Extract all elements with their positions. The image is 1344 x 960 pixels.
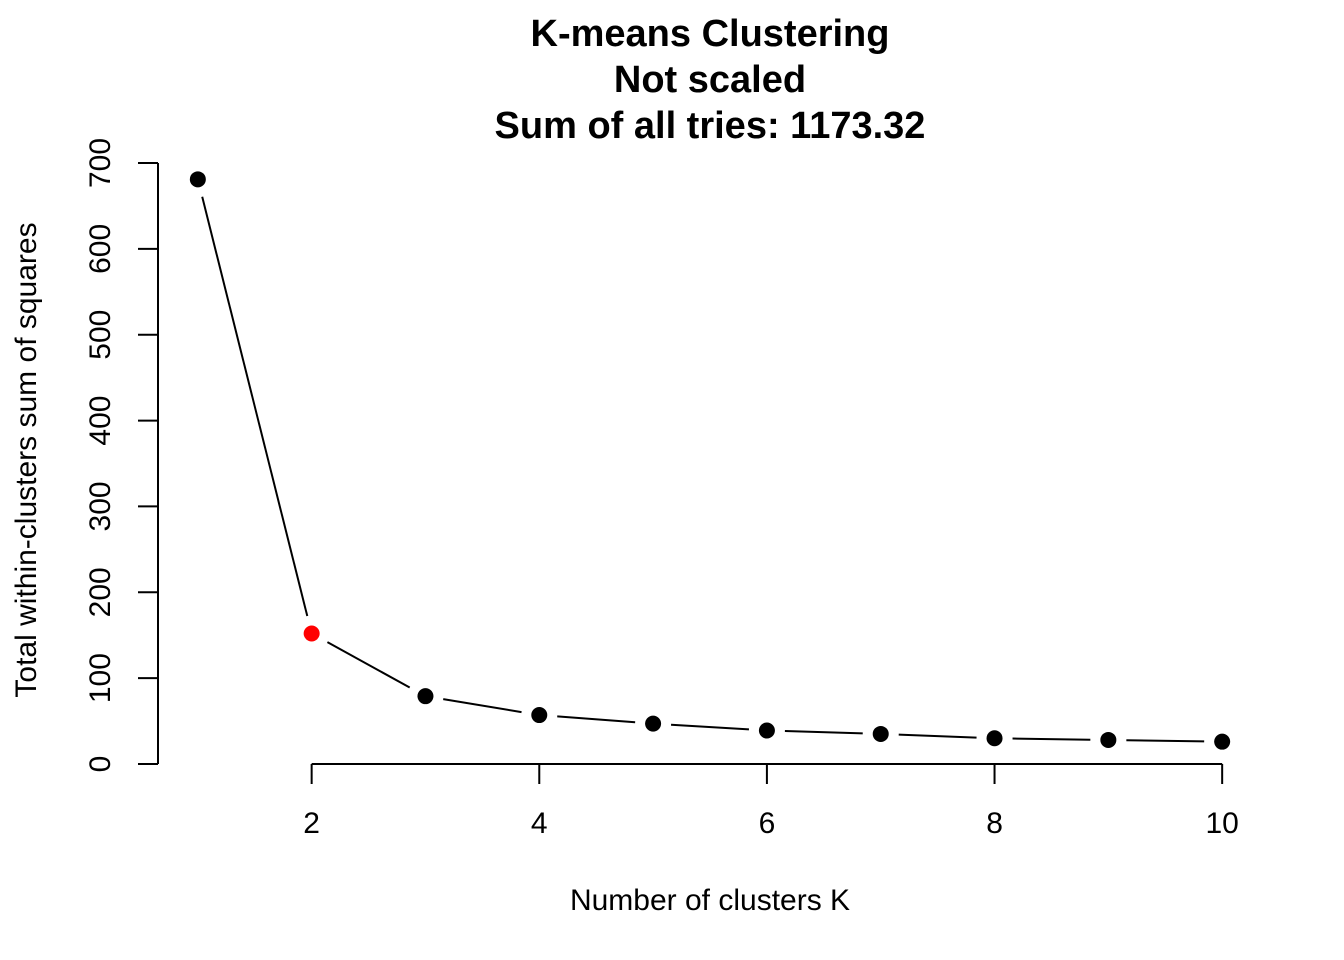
y-axis-label: Total within-clusters sum of squares — [10, 222, 43, 697]
y-tick-label: 400 — [84, 396, 117, 446]
y-tick-label: 700 — [84, 138, 117, 188]
series-layer — [189, 171, 1231, 750]
x-axis: 2 4 6 8 10 — [303, 763, 1239, 840]
series-segment — [898, 733, 977, 739]
x-axis-label: Number of clusters K — [570, 884, 850, 917]
y-tick-label: 100 — [84, 653, 117, 703]
data-point — [1214, 733, 1231, 750]
y-axis: 0 100 200 300 400 500 600 700 — [84, 138, 159, 773]
data-point — [645, 715, 662, 732]
chart-title: K-means Clustering Not scaled Sum of all… — [495, 13, 926, 147]
data-point — [1100, 731, 1117, 748]
data-point — [758, 722, 775, 739]
y-tick-label: 600 — [84, 224, 117, 274]
title-line-2: Not scaled — [614, 59, 806, 101]
data-point — [986, 730, 1003, 747]
data-point — [189, 171, 206, 188]
y-tick-label: 200 — [84, 567, 117, 617]
y-tick-label: 500 — [84, 310, 117, 360]
series-segment — [557, 715, 636, 724]
series-segment — [443, 698, 522, 714]
highlight-point — [303, 625, 320, 642]
data-point — [531, 707, 548, 724]
series-segment — [326, 641, 411, 689]
series-segment — [1126, 739, 1205, 743]
x-tick-label: 2 — [303, 807, 320, 840]
x-tick-label: 6 — [759, 807, 776, 840]
data-point — [417, 688, 434, 705]
y-tick-label: 0 — [84, 756, 117, 773]
y-tick-label: 300 — [84, 481, 117, 531]
data-point — [872, 725, 889, 742]
series-segment — [1012, 737, 1091, 741]
x-tick-label: 8 — [986, 807, 1003, 840]
x-tick-label: 4 — [531, 807, 548, 840]
title-line-1: K-means Clustering — [531, 13, 890, 55]
series-segment — [201, 196, 309, 617]
title-line-3: Sum of all tries: 1173.32 — [495, 105, 926, 147]
x-tick-label: 10 — [1205, 807, 1238, 840]
series-segment — [670, 723, 750, 731]
series-segment — [784, 730, 863, 735]
